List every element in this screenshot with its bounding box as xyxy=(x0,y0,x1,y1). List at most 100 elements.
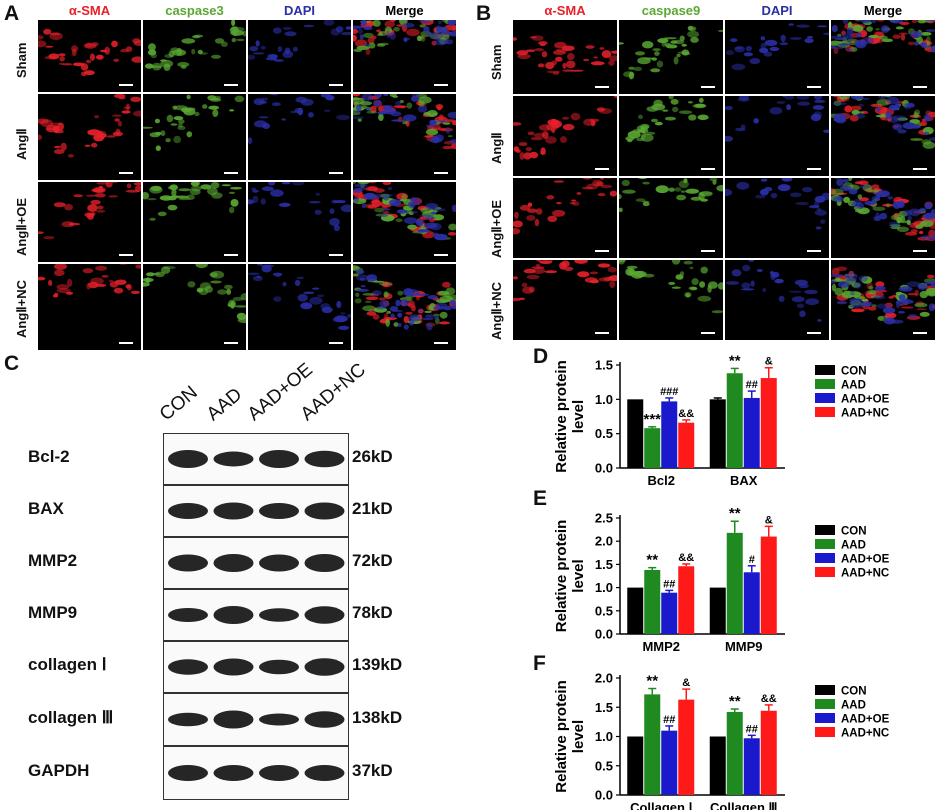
scale-bar xyxy=(913,168,927,170)
legend-swatch xyxy=(815,393,835,403)
scale-bar xyxy=(329,84,343,86)
y-tick-label: 2.0 xyxy=(595,671,613,686)
micrograph-tile xyxy=(513,260,617,340)
row-label: Sham xyxy=(14,42,29,78)
legend-swatch xyxy=(815,379,835,389)
micrograph-tile xyxy=(248,264,351,350)
x-tick-label: MMP2 xyxy=(642,639,680,654)
significance-mark: # xyxy=(749,554,755,566)
channel-header: DAPI xyxy=(283,3,316,18)
blot-strip xyxy=(163,589,349,641)
bar xyxy=(709,736,726,795)
significance-mark: ## xyxy=(746,379,758,391)
scale-bar xyxy=(595,332,609,334)
legend-label: AAD+OE xyxy=(841,394,890,406)
y-axis-label-line: Relative protein xyxy=(553,360,570,473)
micrograph-tile xyxy=(619,20,723,94)
blot-protein-label: MMP9 xyxy=(28,603,78,622)
micrograph-tile xyxy=(353,182,456,262)
legend-swatch xyxy=(815,685,835,695)
micrograph-tile xyxy=(831,260,935,340)
legend-label: AAD xyxy=(841,540,866,552)
bar xyxy=(644,569,661,634)
bar xyxy=(709,587,726,634)
micrograph-tile xyxy=(725,260,829,340)
bar xyxy=(760,378,777,468)
molecular-weight-label: 37kD xyxy=(352,761,393,780)
legend-label: AAD xyxy=(841,700,866,712)
scale-bar xyxy=(701,86,715,88)
legend-label: AAD+NC xyxy=(841,728,889,740)
y-tick-label: 2.5 xyxy=(595,511,613,526)
y-axis-label-line: level xyxy=(570,400,587,433)
y-tick-label: 0.0 xyxy=(595,788,613,803)
bar xyxy=(726,373,743,468)
legend-label: AAD+NC xyxy=(841,408,889,420)
legend-swatch xyxy=(815,713,835,723)
scale-bar xyxy=(807,250,821,252)
micrograph-tile xyxy=(143,264,246,350)
panel-label-a: A xyxy=(4,2,20,25)
significance-mark: ** xyxy=(646,673,658,690)
micrograph-tile xyxy=(831,96,935,176)
blot-protein-label: Bcl-2 xyxy=(28,447,70,466)
scale-bar xyxy=(595,250,609,252)
micrograph-tile xyxy=(353,264,456,350)
legend-swatch xyxy=(815,553,835,563)
scale-bar xyxy=(119,254,133,256)
bar xyxy=(760,710,777,795)
bar xyxy=(644,428,661,468)
y-tick-label: 1.5 xyxy=(595,557,613,572)
y-tick-label: 0.5 xyxy=(595,758,613,773)
significance-mark: ** xyxy=(729,693,741,710)
molecular-weight-label: 138kD xyxy=(352,707,403,727)
bar xyxy=(743,738,760,795)
y-axis-label: Relative proteinlevel xyxy=(553,680,587,793)
x-tick-label: Collagen Ⅲ xyxy=(710,800,777,810)
blot-strip xyxy=(163,746,349,800)
row-label: AngⅡ+NC xyxy=(14,279,29,338)
panel-label-f: F xyxy=(533,652,546,675)
scale-bar xyxy=(434,254,448,256)
significance-mark: & xyxy=(682,677,690,689)
row-label: AngⅡ xyxy=(489,132,504,164)
scale-bar xyxy=(913,332,927,334)
legend-label: AAD+OE xyxy=(841,554,890,566)
bar xyxy=(709,399,726,468)
scale-bar xyxy=(701,250,715,252)
bar xyxy=(661,592,678,634)
y-tick-label: 1.0 xyxy=(595,729,613,744)
significance-mark: ## xyxy=(663,578,675,590)
channel-header: α-SMA xyxy=(68,3,111,18)
scale-bar xyxy=(913,86,927,88)
scale-bar xyxy=(434,84,448,86)
legend-swatch xyxy=(815,539,835,549)
row-label: AngⅡ xyxy=(14,128,29,160)
significance-mark: *** xyxy=(643,411,661,428)
bar xyxy=(678,699,695,795)
blot-strip xyxy=(163,485,349,537)
row-label: Sham xyxy=(489,44,504,80)
scale-bar xyxy=(595,168,609,170)
bar xyxy=(743,397,760,468)
y-axis-label-line: Relative protein xyxy=(553,680,570,793)
panel-label-b: B xyxy=(476,2,492,25)
molecular-weight-label: 26kD xyxy=(352,447,393,466)
scale-bar xyxy=(329,172,343,174)
significance-mark: & xyxy=(765,356,773,368)
blot-protein-label: collagen Ⅲ xyxy=(28,707,114,727)
micrograph-tile xyxy=(513,96,617,176)
lane-label: AAD xyxy=(202,384,247,426)
legend-label: CON xyxy=(841,526,867,538)
scale-bar xyxy=(329,254,343,256)
x-tick-label: Bcl2 xyxy=(648,473,675,488)
micrograph-tile xyxy=(38,94,141,180)
y-axis-label: Relative proteinlevel xyxy=(553,520,587,633)
y-tick-label: 1.5 xyxy=(595,358,613,373)
y-tick-label: 0.0 xyxy=(595,627,613,642)
scale-bar xyxy=(224,172,238,174)
bar xyxy=(743,572,760,634)
blot-strip xyxy=(163,693,349,746)
scale-bar xyxy=(807,332,821,334)
blot-protein-label: GAPDH xyxy=(28,761,90,780)
